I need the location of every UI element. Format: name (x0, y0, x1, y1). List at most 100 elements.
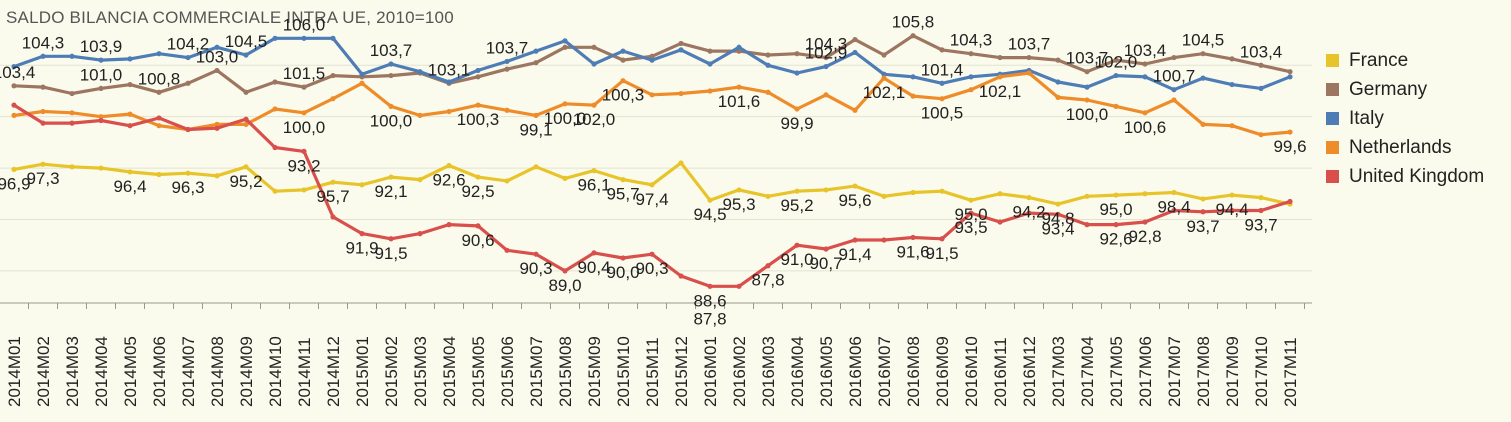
data-point (765, 89, 771, 95)
data-point (214, 173, 220, 179)
data-point (968, 51, 974, 57)
legend-item-italy: Italy (1326, 104, 1484, 133)
data-point (997, 219, 1003, 225)
data-point (69, 110, 75, 116)
data-point (504, 178, 510, 184)
data-point (823, 187, 829, 193)
data-point (359, 71, 365, 77)
data-point (214, 125, 220, 131)
legend-swatch (1326, 83, 1339, 96)
data-point (1084, 69, 1090, 75)
x-tick-label: 2016M06 (846, 336, 865, 407)
data-point (243, 89, 249, 95)
x-tick-label: 2017M06 (1136, 336, 1155, 407)
data-label: 95,0 (1099, 200, 1132, 219)
data-label: 102,0 (1095, 53, 1138, 72)
data-point (40, 108, 46, 115)
data-label: 95,2 (229, 172, 262, 191)
data-point (1200, 196, 1206, 202)
data-point (620, 177, 626, 183)
data-point (1026, 70, 1032, 76)
data-label: 87,8 (693, 309, 726, 328)
data-label: 102,1 (863, 83, 906, 102)
data-label: 89,0 (548, 276, 581, 295)
x-tick-label: 2014M07 (179, 336, 198, 407)
data-point (417, 69, 423, 75)
x-tick-labels: 2014M01 2014M02 2014M03 2014M04 2014M05 2014M… (5, 303, 1305, 407)
data-label: 100,7 (1153, 67, 1196, 86)
data-point (1287, 129, 1293, 135)
data-label: 100,0 (544, 109, 587, 128)
data-label: 97,4 (635, 190, 668, 209)
data-point (910, 234, 916, 241)
data-point (852, 107, 858, 113)
data-point (533, 164, 539, 170)
data-point (127, 169, 133, 175)
data-point (765, 263, 771, 269)
x-tick-label: 2017M05 (1107, 336, 1126, 407)
data-point (852, 36, 858, 43)
data-point (1084, 97, 1090, 103)
x-tick-label: 2014M12 (324, 336, 343, 407)
data-label: 96,9 (0, 174, 31, 193)
data-point (765, 52, 771, 58)
data-label: 94,5 (693, 205, 726, 224)
data-point (649, 251, 655, 257)
data-point (127, 81, 133, 88)
data-point (417, 231, 423, 237)
data-point (504, 58, 510, 65)
x-tick-label: 2015M04 (440, 336, 459, 407)
x-tick-label: 2015M06 (498, 336, 517, 407)
x-tick-label: 2014M06 (150, 336, 169, 407)
data-point (359, 80, 365, 86)
data-label: 94,2 (1012, 203, 1045, 222)
data-point (214, 67, 220, 74)
data-point (1026, 195, 1032, 201)
x-tick-label: 2015M10 (614, 336, 633, 407)
data-point (678, 160, 684, 166)
data-point (388, 61, 394, 67)
data-point (649, 53, 655, 59)
data-point (794, 51, 800, 57)
series-france (11, 160, 1293, 207)
data-point (881, 193, 887, 199)
data-point (736, 44, 742, 50)
data-point (562, 268, 568, 274)
x-tick-label: 2016M05 (817, 336, 836, 407)
data-point (939, 96, 945, 102)
data-point (765, 193, 771, 199)
data-point (1055, 79, 1061, 85)
data-label: 90,3 (519, 259, 552, 278)
data-point (1171, 189, 1177, 196)
data-label: 101,0 (80, 65, 123, 84)
data-point (678, 40, 684, 47)
data-label: 93,5 (954, 218, 987, 237)
data-point (707, 88, 713, 94)
data-label: 103,7 (486, 38, 529, 57)
data-point (272, 106, 278, 112)
x-tick-label: 2016M01 (701, 336, 720, 407)
data-point (939, 236, 945, 242)
data-point (533, 48, 539, 54)
x-tick-label: 2017M09 (1223, 336, 1242, 407)
data-label: 87,8 (751, 271, 784, 290)
x-tick-label: 2017M11 (1281, 337, 1300, 407)
data-point (69, 90, 75, 97)
data-label: 103,0 (196, 47, 239, 66)
data-point (1142, 74, 1148, 80)
data-label: 93,2 (287, 156, 320, 175)
data-point (1258, 195, 1264, 201)
data-point (823, 246, 829, 252)
data-point (446, 222, 452, 228)
data-label: 95,7 (606, 185, 639, 204)
x-tick-label: 2015M12 (672, 336, 691, 407)
legend-label: Italy (1349, 107, 1384, 129)
x-tick-label: 2016M11 (991, 337, 1010, 407)
data-point (533, 60, 539, 66)
data-label: 96,1 (577, 176, 610, 195)
data-point (765, 62, 771, 68)
data-label: 102,1 (979, 82, 1022, 101)
x-tick-label: 2017M10 (1252, 336, 1271, 407)
data-point (185, 170, 191, 176)
data-point (359, 182, 365, 188)
